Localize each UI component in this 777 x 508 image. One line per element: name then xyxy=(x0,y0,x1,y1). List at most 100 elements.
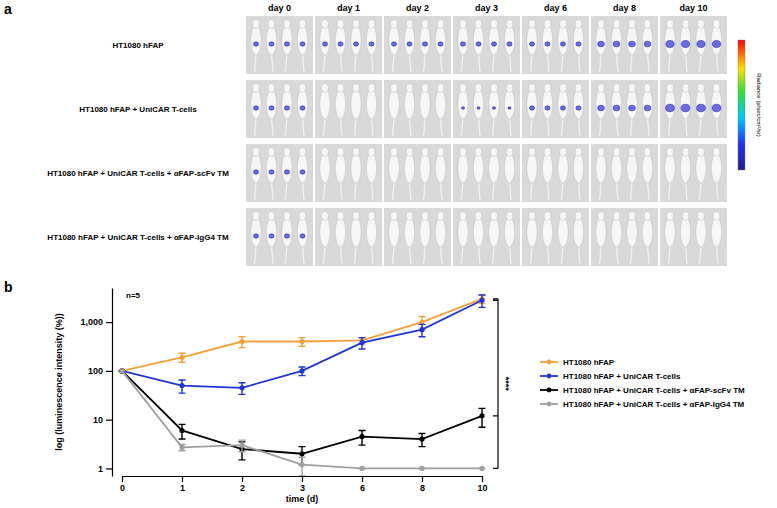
x-tick-mark xyxy=(482,476,483,482)
mouse-body xyxy=(711,25,721,55)
data-point xyxy=(419,327,424,332)
image-background xyxy=(591,80,658,138)
mouse-tail xyxy=(600,118,602,136)
x-tick: 0 xyxy=(120,476,125,493)
mouse-body xyxy=(642,217,652,247)
series xyxy=(119,295,486,394)
luminescence-spot xyxy=(529,42,534,46)
mouse-head xyxy=(529,20,536,28)
mouse-body xyxy=(420,217,430,247)
mouse-head xyxy=(337,148,344,156)
mouse-tail xyxy=(548,182,550,200)
luminescence-spot xyxy=(253,170,258,174)
y-tick: 1 xyxy=(98,464,112,474)
luminescence-spot xyxy=(712,40,720,47)
x-tick: 2 xyxy=(240,476,245,493)
luminescence-spot xyxy=(284,170,289,174)
mouse-tail xyxy=(617,182,619,200)
mouse-tail xyxy=(600,54,602,72)
image-background xyxy=(660,208,727,266)
x-tick: 10 xyxy=(477,476,487,493)
mouse-tail xyxy=(700,182,702,200)
y-tick-mark xyxy=(106,420,112,421)
mouse-tail xyxy=(717,246,719,264)
mouse-tail xyxy=(617,54,619,72)
mouse-tail xyxy=(462,118,464,136)
mouse-body xyxy=(297,217,307,247)
luminescence-spot xyxy=(269,42,274,46)
luminescence-spot xyxy=(284,234,289,238)
image-background xyxy=(384,80,451,138)
mouse-body xyxy=(573,153,583,183)
mouse-head xyxy=(667,20,674,28)
mouse-body xyxy=(527,89,537,119)
mouse-body xyxy=(297,153,307,183)
image-background xyxy=(660,16,727,74)
mouse-tail xyxy=(441,118,443,136)
mouse-head xyxy=(598,212,605,220)
mouse-body xyxy=(611,153,621,183)
mouse-head xyxy=(368,212,375,220)
legend-marker xyxy=(547,374,552,379)
error-bar xyxy=(179,380,186,393)
mouse-head xyxy=(422,212,429,220)
mouse-head xyxy=(682,212,689,220)
mouse-tail xyxy=(617,246,619,264)
mouse-head xyxy=(475,148,482,156)
day-label: day 1 xyxy=(337,3,360,13)
luminescence-spot xyxy=(529,106,534,110)
image-background xyxy=(453,144,520,202)
mouse-image xyxy=(384,144,451,202)
mouse-tail xyxy=(548,118,550,136)
mouse-head xyxy=(406,20,413,28)
luminescence-spot xyxy=(391,42,396,46)
luminescence-spot xyxy=(629,41,636,47)
mouse-body xyxy=(542,25,552,55)
significance-bracket xyxy=(493,299,498,469)
mouse-head xyxy=(613,212,620,220)
image-background xyxy=(660,144,727,202)
mouse-tail xyxy=(272,246,274,264)
mouse-tail xyxy=(393,118,395,136)
mouse-head xyxy=(560,20,567,28)
mouse-image xyxy=(384,16,451,74)
mouse-image xyxy=(522,80,589,138)
mouse-body xyxy=(642,25,652,55)
mouse-image xyxy=(591,80,658,138)
error-bar xyxy=(299,338,306,347)
error-bar xyxy=(479,408,486,427)
x-axis-title: time (d) xyxy=(286,494,319,504)
mouse-tail xyxy=(286,246,288,264)
data-point xyxy=(239,385,244,390)
mouse-head xyxy=(575,212,582,220)
mouse-head xyxy=(299,20,306,28)
legend-marker xyxy=(547,402,552,407)
mouse-body xyxy=(627,25,637,55)
mouse-head xyxy=(299,148,306,156)
luminescence-spot xyxy=(629,105,636,111)
mouse-body xyxy=(711,153,721,183)
mouse-body xyxy=(527,217,537,247)
mouse-tail xyxy=(255,182,257,200)
mouse-head xyxy=(299,84,306,92)
mouse-tail xyxy=(441,182,443,200)
luminescence-spot xyxy=(300,106,305,110)
mouse-body xyxy=(351,89,361,119)
mouse-body xyxy=(266,25,276,55)
mouse-tail xyxy=(355,246,357,264)
mouse-tail xyxy=(700,118,702,136)
group-label: HT1080 hFAP xyxy=(112,41,164,50)
mouse-body xyxy=(389,89,399,119)
legend-item: HT1080 hFAP + UniCAR T-cells xyxy=(540,372,681,381)
x-tick: 3 xyxy=(300,476,305,493)
luminescence-spot xyxy=(697,40,705,47)
mouse-head xyxy=(644,84,651,92)
luminescence-spot xyxy=(576,106,581,110)
mouse-body xyxy=(389,217,399,247)
luminescence-spot xyxy=(253,42,258,46)
mouse-image xyxy=(660,208,727,266)
mouse-body xyxy=(596,217,606,247)
mouse-head xyxy=(698,20,705,28)
legend-label: HT1080 hFAP + UniCAR T-cells + αFAP-scFv… xyxy=(563,386,745,395)
image-background xyxy=(522,144,589,202)
